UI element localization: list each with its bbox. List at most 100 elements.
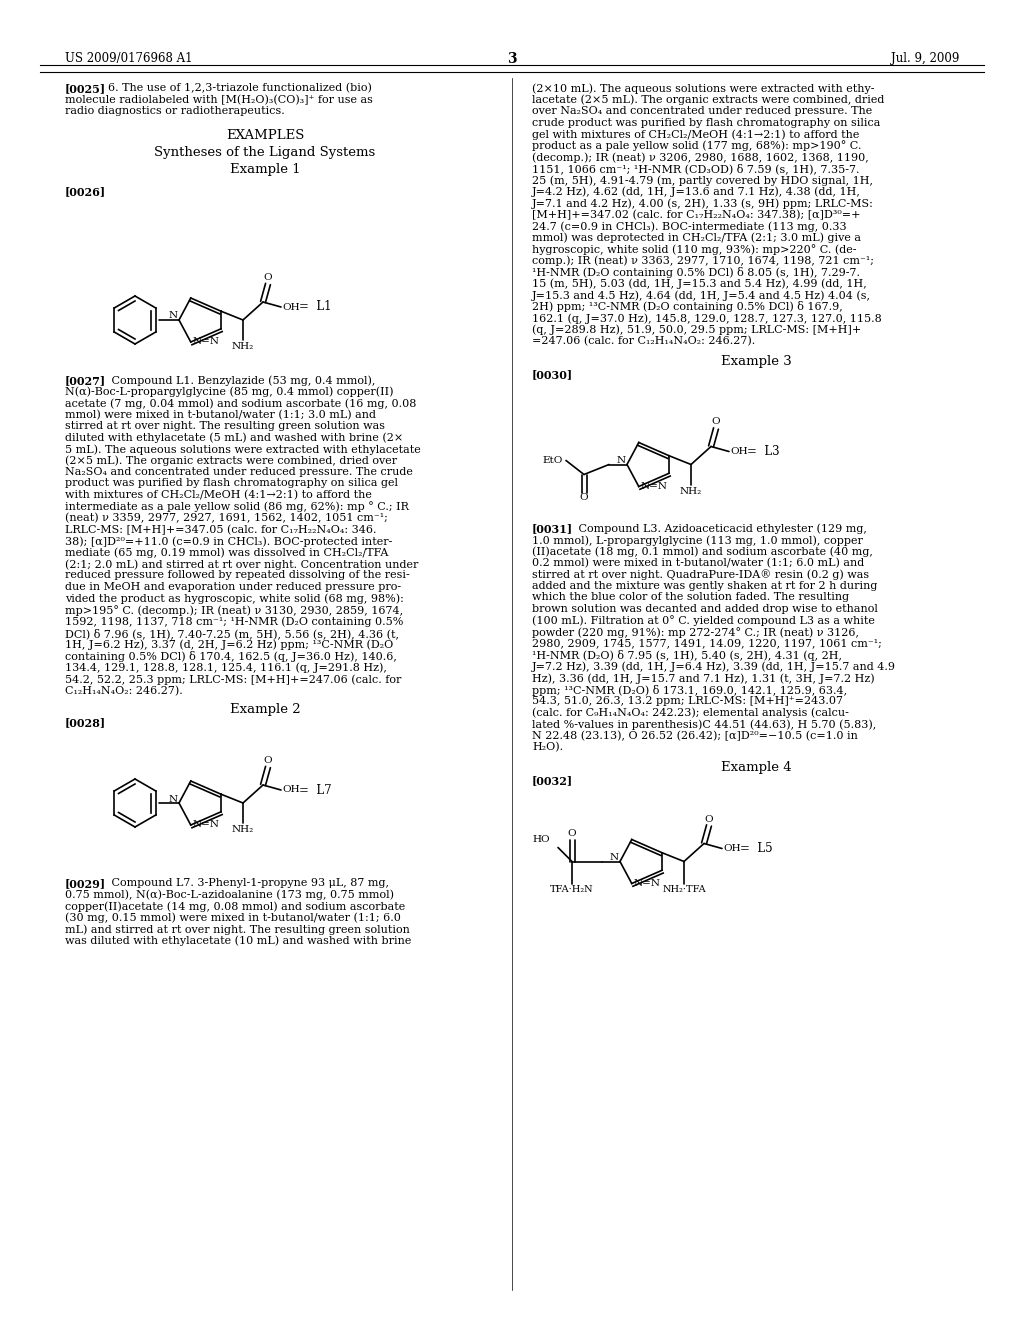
- Text: ppm; ¹³C-NMR (D₂O) δ 173.1, 169.0, 142.1, 125.9, 63.4,: ppm; ¹³C-NMR (D₂O) δ 173.1, 169.0, 142.1…: [532, 685, 847, 696]
- Text: mp>195° C. (decomp.); IR (neat) ν 3130, 2930, 2859, 1674,: mp>195° C. (decomp.); IR (neat) ν 3130, …: [65, 605, 403, 616]
- Text: intermediate as a pale yellow solid (86 mg, 62%): mp ° C.; IR: intermediate as a pale yellow solid (86 …: [65, 502, 409, 512]
- Text: (100 mL). Filtration at 0° C. yielded compound L3 as a white: (100 mL). Filtration at 0° C. yielded co…: [532, 615, 874, 627]
- Text: hygroscopic, white solid (110 mg, 93%): mp>220° C. (de-: hygroscopic, white solid (110 mg, 93%): …: [532, 244, 856, 255]
- Text: O: O: [567, 829, 577, 837]
- Text: TFA·H₂N: TFA·H₂N: [550, 886, 594, 895]
- Text: stirred at rt over night. The resulting green solution was: stirred at rt over night. The resulting …: [65, 421, 385, 432]
- Text: 134.4, 129.1, 128.8, 128.1, 125.4, 116.1 (q, J=291.8 Hz),: 134.4, 129.1, 128.8, 128.1, 125.4, 116.1…: [65, 663, 387, 673]
- Text: NH₂: NH₂: [680, 487, 702, 495]
- Text: 2H) ppm; ¹³C-NMR (D₂O containing 0.5% DCl) δ 167.9,: 2H) ppm; ¹³C-NMR (D₂O containing 0.5% DC…: [532, 301, 843, 313]
- Text: Syntheses of the Ligand Systems: Syntheses of the Ligand Systems: [155, 147, 376, 160]
- Text: N 22.48 (23.13), O 26.52 (26.42); [α]D²⁰=−10.5 (c=1.0 in: N 22.48 (23.13), O 26.52 (26.42); [α]D²⁰…: [532, 730, 858, 741]
- Text: J=15.3 and 4.5 Hz), 4.64 (dd, 1H, J=5.4 and 4.5 Hz) 4.04 (s,: J=15.3 and 4.5 Hz), 4.64 (dd, 1H, J=5.4 …: [532, 290, 871, 301]
- Text: 3: 3: [507, 51, 517, 66]
- Text: OH: OH: [723, 843, 740, 853]
- Text: DCl) δ 7.96 (s, 1H), 7.40-7.25 (m, 5H), 5.56 (s, 2H), 4.36 (t,: DCl) δ 7.96 (s, 1H), 7.40-7.25 (m, 5H), …: [65, 628, 399, 639]
- Text: N: N: [169, 312, 178, 321]
- Text: Compound L1. Benzylazide (53 mg, 0.4 mmol),: Compound L1. Benzylazide (53 mg, 0.4 mmo…: [108, 375, 376, 385]
- Text: N=N: N=N: [193, 821, 219, 829]
- Text: O: O: [580, 494, 589, 503]
- Text: Hz), 3.36 (dd, 1H, J=15.7 and 7.1 Hz), 1.31 (t, 3H, J=7.2 Hz): Hz), 3.36 (dd, 1H, J=15.7 and 7.1 Hz), 1…: [532, 673, 874, 684]
- Text: with mixtures of CH₂Cl₂/MeOH (4:1→2:1) to afford the: with mixtures of CH₂Cl₂/MeOH (4:1→2:1) t…: [65, 490, 372, 500]
- Text: 0.75 mmol), N(α)-Boc-L-azidoalanine (173 mg, 0.75 mmol): 0.75 mmol), N(α)-Boc-L-azidoalanine (173…: [65, 890, 394, 900]
- Text: O: O: [264, 273, 272, 282]
- Text: (neat) ν 3359, 2977, 2927, 1691, 1562, 1402, 1051 cm⁻¹;: (neat) ν 3359, 2977, 2927, 1691, 1562, 1…: [65, 513, 388, 523]
- Text: mmol) were mixed in t-butanol/water (1:1; 3.0 mL) and: mmol) were mixed in t-butanol/water (1:1…: [65, 409, 376, 420]
- Text: =247.06 (calc. for C₁₂H₁₄N₄O₂: 246.27).: =247.06 (calc. for C₁₂H₁₄N₄O₂: 246.27).: [532, 337, 756, 346]
- Text: N: N: [610, 853, 618, 862]
- Text: 0.2 mmol) were mixed in t-butanol/water (1:1; 6.0 mL) and: 0.2 mmol) were mixed in t-butanol/water …: [532, 558, 864, 569]
- Text: 54.3, 51.0, 26.3, 13.2 ppm; LRLC-MS: [M+H]⁺=243.07: 54.3, 51.0, 26.3, 13.2 ppm; LRLC-MS: [M+…: [532, 696, 843, 706]
- Text: [0030]: [0030]: [532, 370, 573, 380]
- Text: [0032]: [0032]: [532, 776, 573, 787]
- Text: (30 mg, 0.15 mmol) were mixed in t-butanol/water (1:1; 6.0: (30 mg, 0.15 mmol) were mixed in t-butan…: [65, 912, 400, 923]
- Text: product as a pale yellow solid (177 mg, 68%): mp>190° C.: product as a pale yellow solid (177 mg, …: [532, 140, 861, 152]
- Text: lacetate (2×5 mL). The organic extracts were combined, dried: lacetate (2×5 mL). The organic extracts …: [532, 95, 885, 106]
- Text: (2:1; 2.0 mL) and stirred at rt over night. Concentration under: (2:1; 2.0 mL) and stirred at rt over nig…: [65, 558, 419, 569]
- Text: ¹H-NMR (D₂O) δ 7.95 (s, 1H), 5.40 (s, 2H), 4.31 (q, 2H,: ¹H-NMR (D₂O) δ 7.95 (s, 1H), 5.40 (s, 2H…: [532, 649, 842, 661]
- Text: containing 0.5% DCl) δ 170.4, 162.5 (q, J=36.0 Hz), 140.6,: containing 0.5% DCl) δ 170.4, 162.5 (q, …: [65, 651, 397, 663]
- Text: Example 4: Example 4: [721, 762, 792, 775]
- Text: product was purified by flash chromatography on silica gel: product was purified by flash chromatogr…: [65, 479, 398, 488]
- Text: J=4.2 Hz), 4.62 (dd, 1H, J=13.6 and 7.1 Hz), 4.38 (dd, 1H,: J=4.2 Hz), 4.62 (dd, 1H, J=13.6 and 7.1 …: [532, 186, 861, 197]
- Text: Example 1: Example 1: [229, 164, 300, 177]
- Text: mediate (65 mg, 0.19 mmol) was dissolved in CH₂Cl₂/TFA: mediate (65 mg, 0.19 mmol) was dissolved…: [65, 548, 388, 558]
- Text: Compound L3. Azidoaceticacid ethylester (129 mg,: Compound L3. Azidoaceticacid ethylester …: [575, 524, 867, 535]
- Text: 54.2, 52.2, 25.3 ppm; LRLC-MS: [M+H]+=247.06 (calc. for: 54.2, 52.2, 25.3 ppm; LRLC-MS: [M+H]+=24…: [65, 675, 401, 685]
- Text: [0027]: [0027]: [65, 375, 106, 385]
- Text: crude product was purified by flash chromatography on silica: crude product was purified by flash chro…: [532, 117, 881, 128]
- Text: O: O: [712, 417, 720, 426]
- Text: (q, J=289.8 Hz), 51.9, 50.0, 29.5 ppm; LRLC-MS: [M+H]+: (q, J=289.8 Hz), 51.9, 50.0, 29.5 ppm; L…: [532, 325, 861, 335]
- Text: 1151, 1066 cm⁻¹; ¹H-NMR (CD₃OD) δ 7.59 (s, 1H), 7.35-7.: 1151, 1066 cm⁻¹; ¹H-NMR (CD₃OD) δ 7.59 (…: [532, 164, 859, 174]
- Text: N=N: N=N: [193, 338, 219, 346]
- Text: Jul. 9, 2009: Jul. 9, 2009: [891, 51, 959, 65]
- Text: powder (220 mg, 91%): mp 272-274° C.; IR (neat) ν 3126,: powder (220 mg, 91%): mp 272-274° C.; IR…: [532, 627, 859, 638]
- Text: Example 3: Example 3: [721, 355, 792, 368]
- Text: N: N: [616, 455, 626, 465]
- Text: Example 2: Example 2: [229, 704, 300, 715]
- Text: [M+H]+=347.02 (calc. for C₁₇H₂₂N₄O₄: 347.38); [α]D³⁰=+: [M+H]+=347.02 (calc. for C₁₇H₂₂N₄O₄: 347…: [532, 210, 860, 220]
- Text: 5 mL). The aqueous solutions were extracted with ethylacetate: 5 mL). The aqueous solutions were extrac…: [65, 444, 421, 454]
- Text: was diluted with ethylacetate (10 mL) and washed with brine: was diluted with ethylacetate (10 mL) an…: [65, 936, 412, 946]
- Text: (calc. for C₉H₁₄N₄O₄: 242.23); elemental analysis (calcu-: (calc. for C₉H₁₄N₄O₄: 242.23); elemental…: [532, 708, 849, 718]
- Text: Na₂SO₄ and concentrated under reduced pressure. The crude: Na₂SO₄ and concentrated under reduced pr…: [65, 467, 413, 477]
- Text: due in MeOH and evaporation under reduced pressure pro-: due in MeOH and evaporation under reduce…: [65, 582, 401, 591]
- Text: which the blue color of the solution faded. The resulting: which the blue color of the solution fad…: [532, 593, 849, 602]
- Text: [0025]: [0025]: [65, 83, 106, 94]
- Text: Compound L7. 3-Phenyl-1-propyne 93 μL, 87 mg,: Compound L7. 3-Phenyl-1-propyne 93 μL, 8…: [108, 878, 389, 888]
- Text: [0028]: [0028]: [65, 717, 106, 729]
- Text: 162.1 (q, J=37.0 Hz), 145.8, 129.0, 128.7, 127.3, 127.0, 115.8: 162.1 (q, J=37.0 Hz), 145.8, 129.0, 128.…: [532, 313, 882, 323]
- Text: vided the product as hygroscopic, white solid (68 mg, 98%):: vided the product as hygroscopic, white …: [65, 594, 403, 605]
- Text: =  L3: = L3: [746, 445, 779, 458]
- Text: O: O: [264, 756, 272, 766]
- Text: N=N: N=N: [640, 482, 668, 491]
- Text: OH: OH: [282, 785, 300, 795]
- Text: stirred at rt over night. QuadraPure-IDA® resin (0.2 g) was: stirred at rt over night. QuadraPure-IDA…: [532, 569, 869, 581]
- Text: 15 (m, 5H), 5.03 (dd, 1H, J=15.3 and 5.4 Hz), 4.99 (dd, 1H,: 15 (m, 5H), 5.03 (dd, 1H, J=15.3 and 5.4…: [532, 279, 866, 289]
- Text: OH: OH: [730, 447, 748, 455]
- Text: OH: OH: [282, 302, 300, 312]
- Text: (2×10 mL). The aqueous solutions were extracted with ethy-: (2×10 mL). The aqueous solutions were ex…: [532, 83, 874, 94]
- Text: (decomp.); IR (neat) ν 3206, 2980, 1688, 1602, 1368, 1190,: (decomp.); IR (neat) ν 3206, 2980, 1688,…: [532, 152, 868, 162]
- Text: [0031]: [0031]: [532, 524, 573, 535]
- Text: =  L1: = L1: [299, 301, 332, 314]
- Text: N: N: [169, 795, 178, 804]
- Text: 1592, 1198, 1137, 718 cm⁻¹; ¹H-NMR (D₂O containing 0.5%: 1592, 1198, 1137, 718 cm⁻¹; ¹H-NMR (D₂O …: [65, 616, 403, 627]
- Text: C₁₂H₁₄N₄O₂: 246.27).: C₁₂H₁₄N₄O₂: 246.27).: [65, 685, 182, 696]
- Text: comp.); IR (neat) ν 3363, 2977, 1710, 1674, 1198, 721 cm⁻¹;: comp.); IR (neat) ν 3363, 2977, 1710, 16…: [532, 256, 874, 267]
- Text: (2×5 mL). The organic extracts were combined, dried over: (2×5 mL). The organic extracts were comb…: [65, 455, 397, 466]
- Text: N=N: N=N: [634, 879, 660, 888]
- Text: copper(II)acetate (14 mg, 0.08 mmol) and sodium ascorbate: copper(II)acetate (14 mg, 0.08 mmol) and…: [65, 902, 406, 912]
- Text: mL) and stirred at rt over night. The resulting green solution: mL) and stirred at rt over night. The re…: [65, 924, 410, 935]
- Text: US 2009/0176968 A1: US 2009/0176968 A1: [65, 51, 193, 65]
- Text: (II)acetate (18 mg, 0.1 mmol) and sodium ascorbate (40 mg,: (II)acetate (18 mg, 0.1 mmol) and sodium…: [532, 546, 872, 557]
- Text: brown solution was decanted and added drop wise to ethanol: brown solution was decanted and added dr…: [532, 605, 878, 614]
- Text: ¹H-NMR (D₂O containing 0.5% DCl) δ 8.05 (s, 1H), 7.29-7.: ¹H-NMR (D₂O containing 0.5% DCl) δ 8.05 …: [532, 267, 860, 279]
- Text: 38); [α]D²⁰=+11.0 (c=0.9 in CHCl₃). BOC-protected inter-: 38); [α]D²⁰=+11.0 (c=0.9 in CHCl₃). BOC-…: [65, 536, 392, 546]
- Text: NH₂·TFA: NH₂·TFA: [663, 886, 706, 895]
- Text: N(α)-Boc-L-propargylglycine (85 mg, 0.4 mmol) copper(II): N(α)-Boc-L-propargylglycine (85 mg, 0.4 …: [65, 387, 393, 397]
- Text: H₂O).: H₂O).: [532, 742, 563, 752]
- Text: acetate (7 mg, 0.04 mmol) and sodium ascorbate (16 mg, 0.08: acetate (7 mg, 0.04 mmol) and sodium asc…: [65, 399, 417, 409]
- Text: radio diagnostics or radiotherapeutics.: radio diagnostics or radiotherapeutics.: [65, 106, 285, 116]
- Text: =  L5: = L5: [740, 842, 773, 855]
